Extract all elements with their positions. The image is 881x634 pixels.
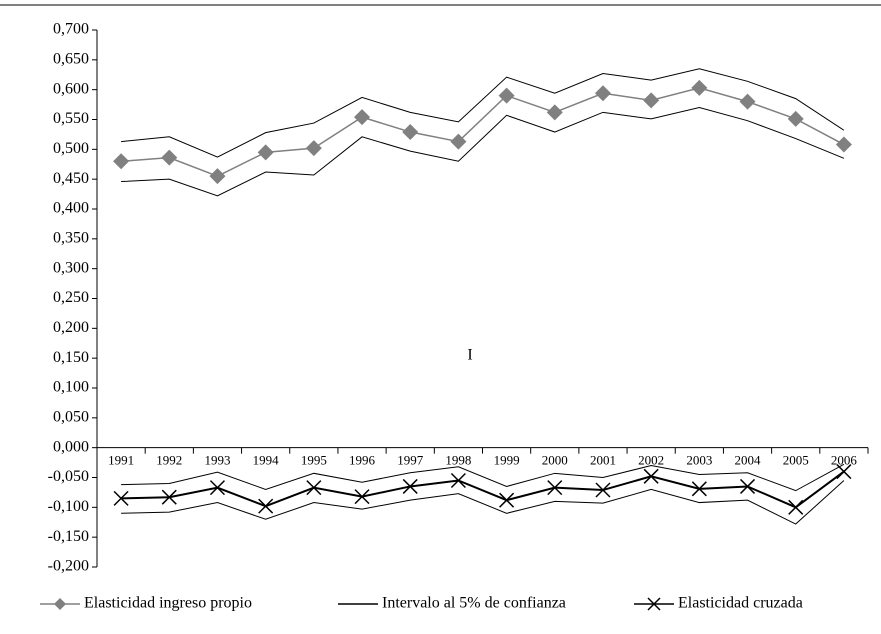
x-marker <box>113 490 129 506</box>
x-tick-label: 2000 <box>542 453 568 468</box>
x-marker <box>209 480 225 496</box>
diamond-marker <box>594 85 611 102</box>
x-marker <box>450 472 466 489</box>
interval-line <box>121 463 845 492</box>
x-tick-label: 2001 <box>590 453 616 468</box>
y-tick-label: 0,400 <box>53 200 89 217</box>
x-marker <box>161 489 177 505</box>
diamond-marker <box>691 79 708 96</box>
diamond-marker <box>498 87 515 104</box>
x-marker <box>547 480 563 496</box>
legend-label: Elasticidad cruzada <box>678 595 803 612</box>
y-tick-label: 0,200 <box>53 319 89 336</box>
legend-marker <box>54 598 66 610</box>
legend-marker <box>647 597 661 611</box>
diamond-marker <box>305 140 322 157</box>
y-tick-label: 0,000 <box>53 438 89 455</box>
x-tick-label: 2005 <box>783 453 809 468</box>
diamond-marker <box>354 109 371 126</box>
x-marker <box>306 480 322 496</box>
diamond-marker <box>161 149 178 166</box>
interval-line <box>121 107 845 197</box>
x-marker <box>643 468 659 484</box>
x-tick-label: 1998 <box>445 453 471 468</box>
y-tick-label: -0,150 <box>48 528 89 545</box>
y-tick-label: 0,050 <box>53 409 89 426</box>
diamond-marker <box>450 133 467 150</box>
diamond-marker <box>257 144 274 161</box>
x-marker <box>836 464 852 480</box>
x-tick-label: 2003 <box>686 453 712 468</box>
x-tick-label: 1992 <box>156 453 182 468</box>
x-marker <box>402 478 418 494</box>
x-marker <box>691 481 707 497</box>
diamond-marker <box>787 110 804 127</box>
y-tick-label: 0,600 <box>53 80 89 97</box>
x-tick-label: 1995 <box>301 453 327 468</box>
x-tick-label: 1994 <box>253 453 280 468</box>
y-tick-label: 0,100 <box>53 379 89 396</box>
series-line <box>121 87 845 178</box>
x-marker <box>740 478 756 494</box>
interval-line <box>121 480 845 525</box>
y-tick-label: 0,650 <box>53 51 89 68</box>
diamond-marker <box>546 104 563 121</box>
x-marker <box>788 499 804 515</box>
legend-label: Elasticidad ingreso propio <box>84 595 252 612</box>
interval-line <box>121 68 845 158</box>
x-tick-label: 1993 <box>204 453 230 468</box>
x-tick-label: 2002 <box>638 453 664 468</box>
x-tick-label: 1996 <box>349 453 376 468</box>
diamond-marker <box>835 136 852 153</box>
diamond-marker <box>209 168 226 185</box>
x-tick-label: 1991 <box>108 453 134 468</box>
x-marker <box>354 489 370 505</box>
y-tick-label: 0,150 <box>53 349 89 366</box>
y-tick-label: 0,350 <box>53 230 89 247</box>
x-marker <box>595 482 611 498</box>
x-tick-label: 1999 <box>494 453 520 468</box>
diamond-marker <box>643 92 660 109</box>
diamond-marker <box>113 153 130 170</box>
y-tick-label: 0,700 <box>53 21 89 38</box>
x-marker <box>499 492 515 508</box>
y-tick-label: 0,450 <box>53 170 89 187</box>
series-line <box>121 470 845 509</box>
diamond-marker <box>739 93 756 110</box>
y-tick-label: -0,200 <box>48 558 89 575</box>
annotation: I <box>467 347 472 364</box>
x-tick-label: 2006 <box>831 453 858 468</box>
y-tick-label: 0,300 <box>53 259 89 276</box>
y-tick-label: 0,500 <box>53 140 89 157</box>
y-tick-label: -0,050 <box>48 468 89 485</box>
x-tick-label: 2004 <box>735 453 762 468</box>
diamond-marker <box>402 124 419 141</box>
y-tick-label: 0,550 <box>53 110 89 127</box>
y-tick-label: -0,100 <box>48 498 89 515</box>
legend-label: Intervalo al 5% de confianza <box>382 595 566 612</box>
y-tick-label: 0,250 <box>53 289 89 306</box>
x-marker <box>258 498 274 514</box>
x-tick-label: 1997 <box>397 453 424 468</box>
